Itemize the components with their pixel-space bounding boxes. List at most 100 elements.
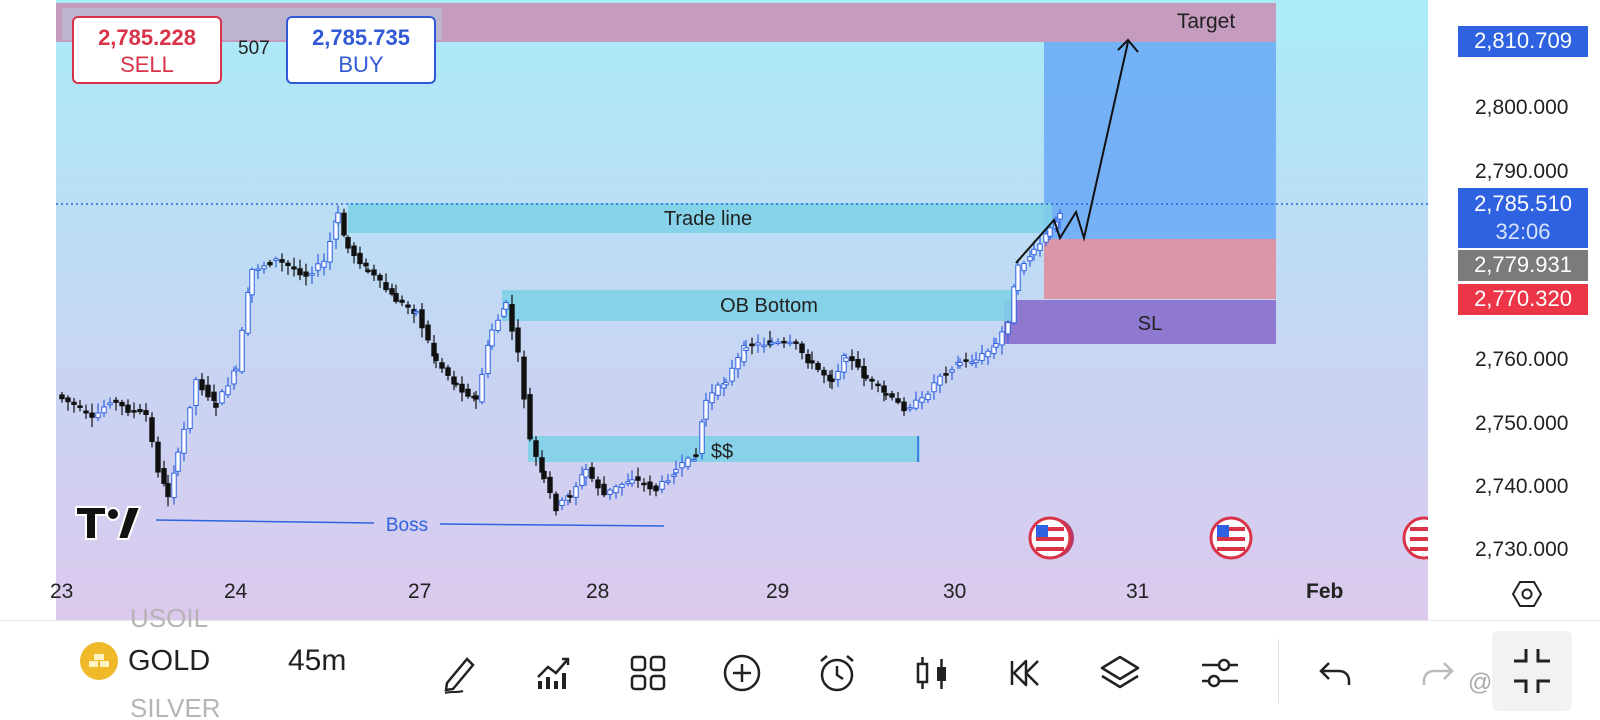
candle-body [875,383,881,387]
target-label: Target [1177,10,1236,33]
candle-body [165,483,171,498]
candle-body [273,258,279,262]
candle-body [595,479,601,489]
candle-body [479,373,485,403]
candle-body [335,212,341,224]
flag-mask [1428,515,1458,561]
candle-body [279,259,285,263]
grid-icon[interactable] [626,651,670,695]
candle-body [931,382,937,393]
candle-body [843,357,849,362]
candle-body [137,408,143,413]
candle-body [303,271,309,277]
candle-body [957,361,963,366]
price-tick: 2,740.000 [1475,475,1569,498]
price-tick: 2,790.000 [1475,160,1569,183]
pencil-icon[interactable] [437,651,481,695]
undo-icon[interactable] [1313,651,1357,695]
candle-body [321,260,327,268]
candle-body [999,331,1005,346]
candle-body [799,343,805,354]
candle-body [659,481,665,490]
buy-button[interactable]: 2,785.735 BUY [286,16,436,84]
candle-body [101,406,107,414]
time-label: 30 [943,580,967,603]
time-label: 29 [766,580,790,603]
candle-body [1057,212,1063,220]
candle-body [149,417,155,442]
price-chart[interactable]: Target Trade line OB Bottom $$ Boss SL [56,0,1600,620]
candle-body [755,342,761,346]
candle-body [521,356,527,400]
settings-hexagon-icon[interactable] [1511,580,1543,608]
time-label: 28 [586,580,610,603]
candle-body [993,343,999,348]
candle-body [693,454,699,457]
symbol-next[interactable]: SILVER [130,693,221,720]
interval-selector[interactable]: 45m [288,644,347,677]
settings-sliders-icon[interactable] [1198,651,1242,695]
candle-body [985,350,991,358]
candle-body [567,495,573,498]
boss-line-right [439,523,665,527]
entry-price-tag: 2,779.931 [1458,250,1588,281]
candle-body [155,441,161,473]
candle-body [607,489,613,495]
candle-body [943,373,949,376]
candle-body [95,412,101,419]
candle-body [83,410,89,414]
chart-area[interactable]: Target Trade line OB Bottom $$ Boss SL 2… [50,0,1600,620]
candle-body [673,468,679,474]
candle-body [963,359,969,362]
candle-body [345,237,351,249]
candle-body [233,368,239,372]
symbol-name: GOLD [128,644,211,677]
candle-body [901,401,907,412]
candle-body [1037,243,1043,251]
sell-button[interactable]: 2,785.228 SELL [72,16,222,84]
candle-body [371,269,377,276]
candle-body [781,340,787,344]
candle-body [815,362,821,370]
candle-body [125,404,131,413]
candle-body [635,476,641,481]
symbol-selector[interactable]: GOLD [80,641,210,681]
plus-circle-icon[interactable] [720,651,764,695]
candle-body [291,266,297,270]
trade-line-label: Trade line [664,208,752,230]
candle-body [895,398,901,403]
candle-body [869,378,875,382]
candle-body [579,474,585,486]
candle-body [59,394,65,400]
layers-icon[interactable] [1098,651,1142,695]
redo-icon[interactable] [1416,651,1460,695]
candle-body [363,262,369,267]
candles-icon[interactable] [910,651,954,695]
trade-line-zone [348,203,1052,233]
alarm-icon[interactable] [815,651,859,695]
time-label: Feb [1306,580,1344,603]
candles [59,205,1063,516]
candle-body [143,410,149,415]
us-event-flag[interactable] [1209,516,1253,560]
time-label: 31 [1126,580,1150,603]
candle-body [393,292,399,302]
candle-body [729,367,735,382]
candle-body [65,397,71,403]
price-tick: 2,750.000 [1475,412,1569,435]
price-tick: 2,800.000 [1475,96,1569,119]
us-event-flag[interactable] [1028,516,1074,560]
spread-value: 507 [238,38,270,59]
candle-body [583,469,589,478]
candle-body [979,353,985,361]
indicators-icon[interactable] [532,651,576,695]
sell-label: SELL [120,52,174,77]
replay-icon[interactable] [1004,651,1048,695]
symbol-prev[interactable]: USOIL [130,603,209,633]
projection-arrowhead [1117,38,1139,53]
candle-body [1027,256,1033,262]
candle-body [1005,322,1011,335]
candle-body [433,353,439,362]
collapse-button[interactable] [1492,631,1572,711]
candle-body [573,486,579,498]
